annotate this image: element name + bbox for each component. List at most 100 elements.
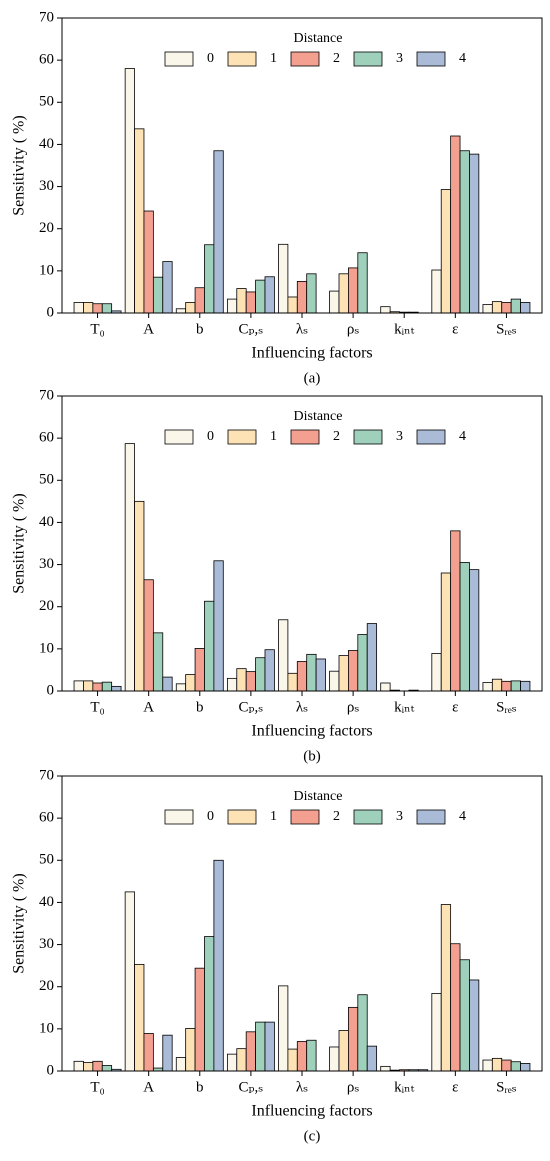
bar	[348, 267, 359, 314]
bar	[92, 682, 103, 692]
bar	[482, 1059, 493, 1072]
bar	[278, 985, 289, 1072]
x-tick-label: ε	[452, 321, 458, 337]
legend-swatch	[164, 809, 194, 825]
y-tick-label: 0	[47, 304, 55, 320]
bar	[296, 1041, 308, 1072]
legend-label: 1	[270, 429, 277, 444]
bar	[306, 273, 317, 314]
bar	[185, 302, 196, 314]
x-tick-label: Cₚ,ₛ	[238, 699, 263, 715]
bar	[134, 963, 145, 1072]
y-tick-label: 60	[39, 52, 54, 68]
x-tick-label: T₀	[90, 699, 104, 715]
bar	[101, 681, 113, 692]
bar	[204, 936, 215, 1072]
bar	[175, 308, 187, 314]
x-tick-label: b	[196, 1079, 204, 1095]
y-tick-label: 60	[39, 810, 54, 826]
bar	[348, 1006, 359, 1072]
x-tick-label: A	[143, 699, 154, 715]
bar	[501, 680, 512, 692]
bar	[296, 661, 308, 692]
y-axis-label: Sensitivity ( %)	[11, 873, 28, 973]
bar	[152, 632, 164, 692]
x-tick-label: b	[196, 321, 204, 337]
y-tick-label: 70	[39, 387, 54, 403]
x-axis-label: Influencing factors	[251, 723, 372, 740]
x-tick-label: ρₛ	[347, 321, 360, 337]
y-tick-label: 10	[39, 1020, 54, 1036]
bar	[338, 1030, 349, 1072]
bar	[296, 280, 308, 314]
bar	[83, 1062, 94, 1072]
bar	[73, 302, 84, 314]
bar	[143, 579, 154, 692]
bar	[469, 979, 480, 1072]
bar	[134, 128, 145, 314]
y-axis-label: Sensitivity ( %)	[11, 115, 28, 215]
bar	[491, 678, 503, 692]
bar	[73, 680, 84, 692]
bar	[175, 683, 187, 692]
legend-label: 2	[333, 429, 340, 444]
bar	[111, 685, 122, 692]
x-tick-label: ε	[452, 699, 458, 715]
bar	[287, 296, 298, 314]
y-tick-label: 20	[39, 598, 54, 614]
y-tick-label: 50	[39, 94, 54, 110]
bar	[175, 1057, 187, 1072]
bar	[501, 302, 512, 314]
bar	[264, 276, 275, 314]
bar	[162, 261, 173, 314]
y-tick-label: 70	[39, 767, 54, 783]
y-tick-label: 30	[39, 936, 54, 952]
bar	[124, 443, 135, 692]
y-tick-label: 50	[39, 472, 54, 488]
bar	[491, 1057, 503, 1072]
bar	[287, 1048, 298, 1072]
legend-label: 4	[459, 51, 466, 66]
x-tick-label: T₀	[90, 321, 104, 337]
legend-label: 1	[270, 51, 277, 66]
legend-swatch	[227, 809, 257, 825]
bar	[510, 680, 521, 692]
bar	[278, 243, 289, 314]
legend-title: Distance	[294, 31, 343, 46]
bar	[491, 301, 503, 314]
x-axis-label: Influencing factors	[251, 1103, 372, 1120]
legend-label: 2	[333, 809, 340, 824]
x-tick-label: λₛ	[296, 321, 308, 337]
bar	[185, 1028, 196, 1072]
bar	[501, 1059, 512, 1072]
x-tick-label: A	[143, 1079, 154, 1095]
bar	[520, 1063, 531, 1072]
bar	[338, 655, 349, 692]
y-tick-label: 30	[39, 178, 54, 194]
bar	[213, 560, 224, 692]
legend-swatch	[416, 51, 446, 67]
bar	[329, 290, 340, 314]
bar	[450, 135, 461, 314]
legend-swatch	[290, 51, 320, 67]
bar	[469, 569, 480, 692]
bar	[482, 304, 493, 314]
bar	[431, 653, 442, 692]
legend-swatch	[164, 429, 194, 445]
bar	[92, 1060, 103, 1072]
panel-label: (c)	[304, 1128, 321, 1144]
bar	[185, 674, 196, 692]
x-tick-label: λₛ	[296, 1079, 308, 1095]
y-tick-label: 50	[39, 852, 54, 868]
legend-swatch	[227, 51, 257, 67]
bar	[83, 302, 94, 314]
panel-label: (a)	[304, 370, 321, 386]
x-tick-label: b	[196, 699, 204, 715]
bar	[83, 680, 94, 692]
legend-label: 2	[333, 51, 340, 66]
legend-label: 3	[396, 429, 403, 444]
x-tick-label: Sᵣₑₛ	[496, 1079, 517, 1095]
bar	[329, 1046, 340, 1072]
bar	[380, 1065, 391, 1072]
